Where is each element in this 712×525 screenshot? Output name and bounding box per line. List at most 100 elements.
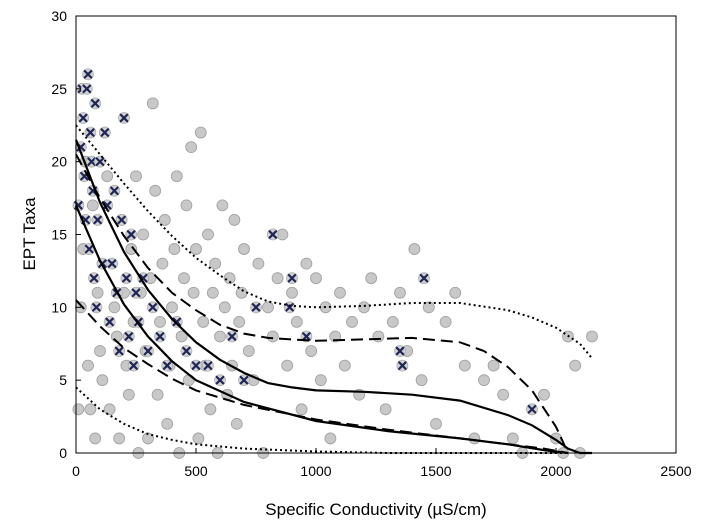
- data-point: [238, 243, 250, 255]
- data-point-marked: [94, 155, 106, 168]
- data-point-marked: [115, 214, 128, 226]
- data-point-marked: [88, 272, 100, 285]
- data-point: [242, 345, 255, 357]
- data-point: [137, 228, 150, 241]
- data-point-marked: [82, 68, 94, 81]
- data-point-marked: [190, 359, 202, 372]
- y-tick-label: 25: [51, 81, 67, 97]
- x-axis-title: Specific Conductivity (µS/cm): [265, 500, 486, 519]
- data-point: [338, 359, 351, 372]
- data-point: [161, 417, 174, 430]
- data-point-marked: [80, 82, 93, 95]
- data-point-marked: [108, 184, 121, 197]
- data-point: [310, 272, 322, 285]
- data-point: [197, 315, 210, 328]
- axis-ticks: 0 500 1000 1500 2000 2500 0 5 10 15 20 25 30: [51, 8, 691, 479]
- data-point-marked: [125, 228, 138, 241]
- data-point: [158, 214, 171, 226]
- data-point: [228, 214, 241, 226]
- data-point: [394, 286, 406, 299]
- data-point-marked: [84, 126, 97, 139]
- data-point-marked: [286, 272, 298, 285]
- data-point: [101, 170, 114, 183]
- data-point-marked: [418, 272, 430, 285]
- data-point: [281, 359, 294, 372]
- data-point: [266, 330, 279, 343]
- plot-frame: [75, 15, 677, 454]
- x-tick-label: 2000: [540, 463, 571, 479]
- data-point-marked: [180, 345, 193, 357]
- data-point: [324, 432, 337, 445]
- data-point: [202, 228, 214, 241]
- data-point-marked: [161, 359, 174, 372]
- data-point: [168, 243, 181, 255]
- data-point-marked: [120, 272, 133, 285]
- data-point-marked: [103, 315, 116, 328]
- x-tick-label: 1000: [300, 463, 331, 479]
- data-point-marked: [526, 403, 538, 416]
- data-point-marked: [250, 301, 262, 314]
- data-point-marked: [85, 155, 98, 168]
- data-point: [194, 126, 207, 139]
- data-point: [206, 286, 219, 299]
- data-point: [175, 330, 188, 343]
- data-point: [192, 432, 205, 445]
- data-point: [538, 388, 550, 401]
- data-point: [223, 272, 236, 285]
- fit-line-solid: [74, 139, 592, 455]
- data-point-marked: [83, 243, 96, 255]
- data-point: [422, 301, 435, 314]
- fit-line-dotted: [75, 124, 593, 359]
- data-point: [300, 257, 313, 270]
- data-point: [190, 243, 202, 255]
- x-tick-label: 500: [184, 463, 208, 479]
- data-point-marked: [90, 301, 103, 314]
- data-point-marked: [146, 301, 159, 314]
- data-point-marked: [283, 301, 296, 314]
- data-point: [185, 141, 198, 154]
- fit-lines: [74, 124, 593, 455]
- data-point: [187, 286, 200, 299]
- data-point: [96, 374, 109, 387]
- fit-line-dotted: [75, 386, 568, 454]
- data-point: [178, 272, 190, 285]
- data-point: [365, 272, 378, 285]
- data-points: [72, 68, 598, 459]
- data-point: [230, 417, 243, 430]
- data-point: [122, 388, 135, 401]
- data-point: [262, 301, 274, 314]
- data-point: [233, 315, 246, 328]
- data-point-marked: [89, 97, 102, 110]
- y-tick-label: 20: [51, 154, 67, 170]
- y-tick-label: 5: [59, 372, 67, 388]
- data-point-marked: [394, 345, 406, 357]
- data-point: [314, 374, 327, 387]
- data-point: [204, 403, 217, 416]
- y-tick-label: 0: [59, 445, 67, 461]
- data-point: [209, 257, 222, 270]
- data-point: [108, 301, 121, 314]
- fit-line-dashed: [75, 299, 569, 454]
- y-tick-label: 10: [51, 299, 67, 315]
- data-point: [218, 301, 231, 314]
- data-point: [408, 243, 421, 255]
- data-point: [379, 403, 392, 416]
- x-tick-label: 1500: [420, 463, 451, 479]
- data-point: [430, 417, 442, 430]
- data-point-marked: [202, 359, 214, 372]
- data-point: [295, 403, 308, 416]
- data-point-marked: [266, 228, 279, 241]
- data-point: [235, 286, 248, 299]
- data-point: [346, 315, 358, 328]
- data-point: [468, 432, 481, 445]
- data-point: [146, 97, 159, 110]
- data-point: [478, 374, 490, 387]
- data-point: [569, 359, 582, 372]
- x-tick-label: 0: [72, 463, 80, 479]
- data-point: [216, 199, 229, 212]
- data-point-marked: [106, 257, 118, 270]
- data-point-marked: [118, 112, 130, 124]
- fit-line-dashed: [75, 153, 569, 454]
- data-point: [415, 374, 428, 387]
